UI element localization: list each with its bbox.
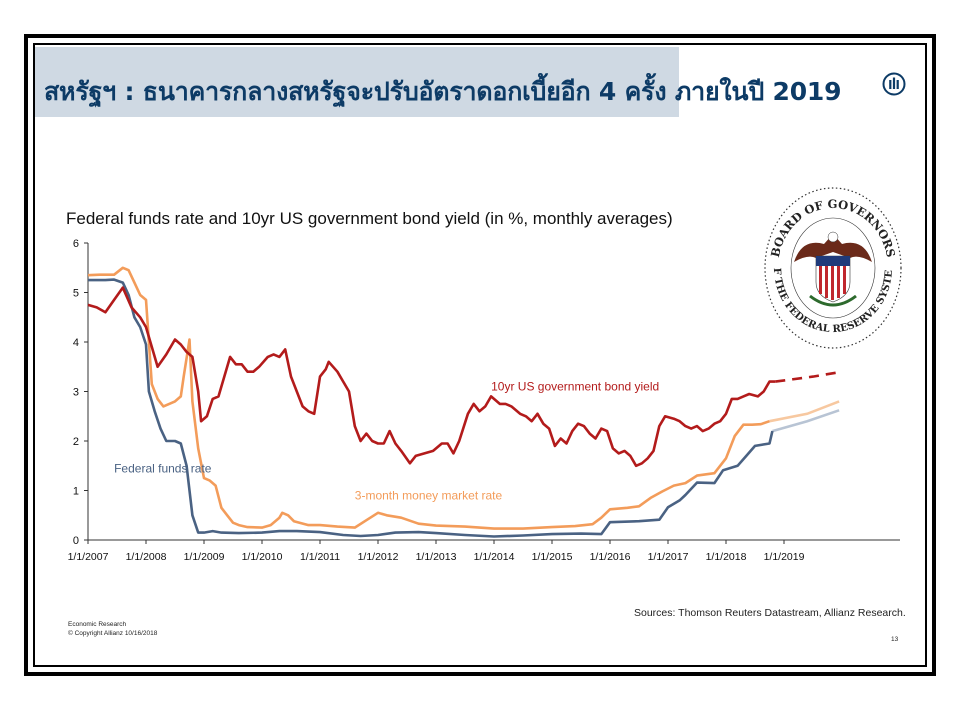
- page-number: 13: [891, 636, 899, 643]
- y-tick-label: 3: [73, 387, 79, 399]
- chart-title: Federal funds rate and 10yr US governmen…: [66, 209, 673, 228]
- y-tick-label: 1: [73, 486, 79, 498]
- y-tick-label: 6: [73, 238, 79, 250]
- slide-title: สหรัฐฯ : ธนาคารกลางสหรัฐจะปรับอัตราดอกเบ…: [44, 77, 842, 106]
- x-tick-label: 1/1/2018: [706, 551, 747, 563]
- allianz-logo-icon: [882, 72, 906, 96]
- x-tick-label: 1/1/2015: [532, 551, 573, 563]
- x-tick-label: 1/1/2012: [358, 551, 399, 563]
- y-tick-label: 2: [73, 436, 79, 448]
- sources-note: Sources: Thomson Reuters Datastream, All…: [634, 607, 906, 619]
- title-band: [35, 47, 679, 117]
- footer-copyright: © Copyright Allianz 10/16/2018: [68, 630, 158, 637]
- federal-funds-rate-line: [88, 278, 774, 538]
- y-tick-label: 4: [73, 337, 79, 349]
- x-tick-label: 1/1/2009: [184, 551, 225, 563]
- x-tick-label: 1/1/2013: [416, 551, 457, 563]
- slide-inner-frame: [33, 43, 927, 667]
- x-tick-label: 1/1/2014: [474, 551, 515, 563]
- 3-month-money-market-rate-label: 3-month money market rate: [355, 488, 503, 502]
- federal-funds-rate-label: Federal funds rate: [114, 462, 212, 476]
- 10yr-us-government-bond-yield-label: 10yr US government bond yield: [491, 380, 659, 394]
- x-tick-label: 1/1/2016: [590, 551, 631, 563]
- x-tick-label: 1/1/2010: [242, 551, 283, 563]
- footer-credits: Economic Research © Copyright Allianz 10…: [68, 620, 157, 638]
- 3-month-money-market-rate-forecast-line: [769, 400, 840, 423]
- 10yr-us-government-bond-yield-forecast-line: [775, 371, 837, 383]
- federal-reserve-seal-icon: BOARD OF GOVERNORS OF THE FEDERAL RESERV…: [762, 184, 902, 349]
- x-tick-label: 1/1/2008: [126, 551, 167, 563]
- y-tick-label: 0: [73, 535, 79, 547]
- x-tick-label: 1/1/2007: [68, 551, 109, 563]
- y-tick-label: 5: [73, 288, 79, 300]
- 3-month-money-market-rate-line: [87, 266, 770, 530]
- 10yr-us-government-bond-yield-line: [87, 286, 776, 468]
- slide-outer-frame: [24, 34, 936, 676]
- federal-funds-rate-forecast-line: [772, 409, 840, 433]
- x-tick-label: 1/1/2019: [764, 551, 805, 563]
- footer-department: Economic Research: [68, 621, 127, 628]
- x-tick-label: 1/1/2011: [300, 551, 340, 563]
- x-tick-label: 1/1/2017: [648, 551, 689, 563]
